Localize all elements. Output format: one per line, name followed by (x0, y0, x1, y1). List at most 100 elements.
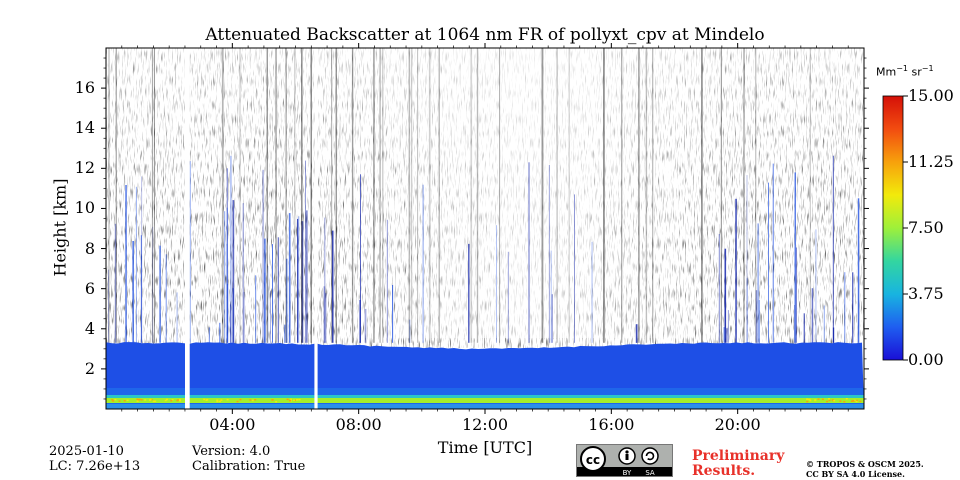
hot-spot (178, 398, 181, 401)
blue-streak (226, 207, 228, 343)
hot-spot (137, 399, 140, 401)
hot-spot (807, 398, 810, 401)
blue-streak (772, 163, 774, 343)
blue-streak (507, 251, 509, 343)
blue-streak (735, 198, 737, 343)
blue-streak (548, 165, 550, 343)
hot-spot (286, 398, 289, 401)
blue-streak (364, 308, 367, 343)
dark-column (221, 48, 224, 343)
dark-column (743, 48, 745, 343)
dark-column (542, 48, 544, 343)
dark-column (720, 48, 722, 343)
blue-streak (114, 223, 117, 343)
blue-streak (242, 203, 244, 343)
blue-streak (297, 218, 299, 343)
dark-column (541, 48, 543, 343)
hot-spot (166, 398, 168, 401)
blue-streak (386, 219, 388, 343)
blue-streak (301, 221, 304, 343)
hot-spot (808, 398, 811, 401)
blue-streak (528, 162, 530, 343)
hot-spot (806, 400, 809, 403)
blue-streak (125, 185, 127, 343)
colorbar-tick-label: 7.50 (908, 218, 944, 237)
blue-streak (323, 286, 325, 343)
hot-spot (149, 398, 152, 401)
preliminary-line2: Results. (692, 463, 756, 479)
x-tick-label: 20:00 (714, 415, 761, 434)
blue-streak (360, 174, 361, 343)
colorbar-tick-label: 15.00 (908, 86, 954, 105)
dark-column (411, 48, 413, 343)
x-tick-label: 16:00 (588, 415, 635, 434)
blue-streak (267, 266, 269, 343)
hot-spot (140, 399, 143, 401)
blue-streak (727, 310, 729, 343)
hot-spot (298, 398, 301, 401)
blue-streak (277, 237, 279, 343)
version-info: Version: 4.0 Calibration: True (192, 444, 305, 474)
blue-streak (757, 223, 760, 343)
hot-spot (814, 399, 817, 401)
hot-spot (164, 399, 167, 402)
dark-column (476, 48, 479, 343)
data-gap (314, 48, 318, 409)
hot-spot (843, 400, 846, 403)
hot-spot (136, 398, 139, 401)
by-text: BY (623, 469, 632, 476)
blue-streak (768, 182, 769, 343)
hot-spot (839, 400, 842, 402)
dark-column (809, 48, 811, 343)
blue-streak (795, 247, 797, 343)
colorbar-ticks (903, 95, 908, 361)
blue-streak (305, 160, 306, 343)
dark-column (755, 48, 757, 343)
dark-column (638, 48, 640, 343)
dark-column (568, 48, 570, 343)
blue-streak (306, 210, 308, 343)
lc-text: LC: 7.26e+13 (49, 459, 141, 474)
dark-column (335, 48, 337, 343)
hot-spot (123, 400, 126, 402)
date-text: 2025-01-10 (49, 444, 124, 459)
dark-column (310, 48, 312, 343)
hot-spot (817, 398, 820, 400)
noise-column-group (108, 48, 860, 343)
dark-column (239, 48, 241, 343)
blue-streak (832, 327, 835, 343)
blue-streak (165, 254, 167, 343)
colorbar-tick-label: 3.75 (908, 284, 944, 303)
hot-spot (179, 399, 181, 402)
data-gap (185, 48, 190, 409)
preliminary-notice: Preliminary Results. (692, 449, 784, 479)
blue-streak (844, 272, 846, 343)
dark-column (379, 48, 381, 343)
hot-spot (855, 400, 858, 403)
dark-column (603, 48, 605, 343)
blue-streak (141, 255, 143, 343)
blue-streak (325, 293, 327, 343)
x-tick-label: 12:00 (461, 415, 509, 434)
y-tick-label: 16 (74, 78, 95, 98)
blue-streak (135, 186, 137, 343)
blue-streak (746, 278, 748, 343)
clear-sky-region (300, 48, 750, 338)
blue-streak (794, 172, 796, 343)
axis-ticks (101, 43, 869, 414)
colorbar-tick-label: 0.00 (908, 350, 944, 369)
sa-text: SA (645, 469, 655, 476)
blue-streak (832, 155, 834, 343)
blue-streak (132, 241, 134, 343)
hot-spot (226, 398, 229, 401)
blue-streak (468, 243, 470, 343)
dark-column (652, 48, 654, 343)
dark-column (115, 48, 117, 343)
chart-title: Attenuated Backscatter at 1064 nm FR of … (205, 25, 765, 45)
blue-streak (264, 238, 266, 343)
blue-streak (718, 234, 720, 343)
dark-column (438, 48, 440, 343)
blue-streak (255, 275, 257, 343)
hot-spot (856, 399, 859, 402)
hot-spot (144, 399, 147, 401)
